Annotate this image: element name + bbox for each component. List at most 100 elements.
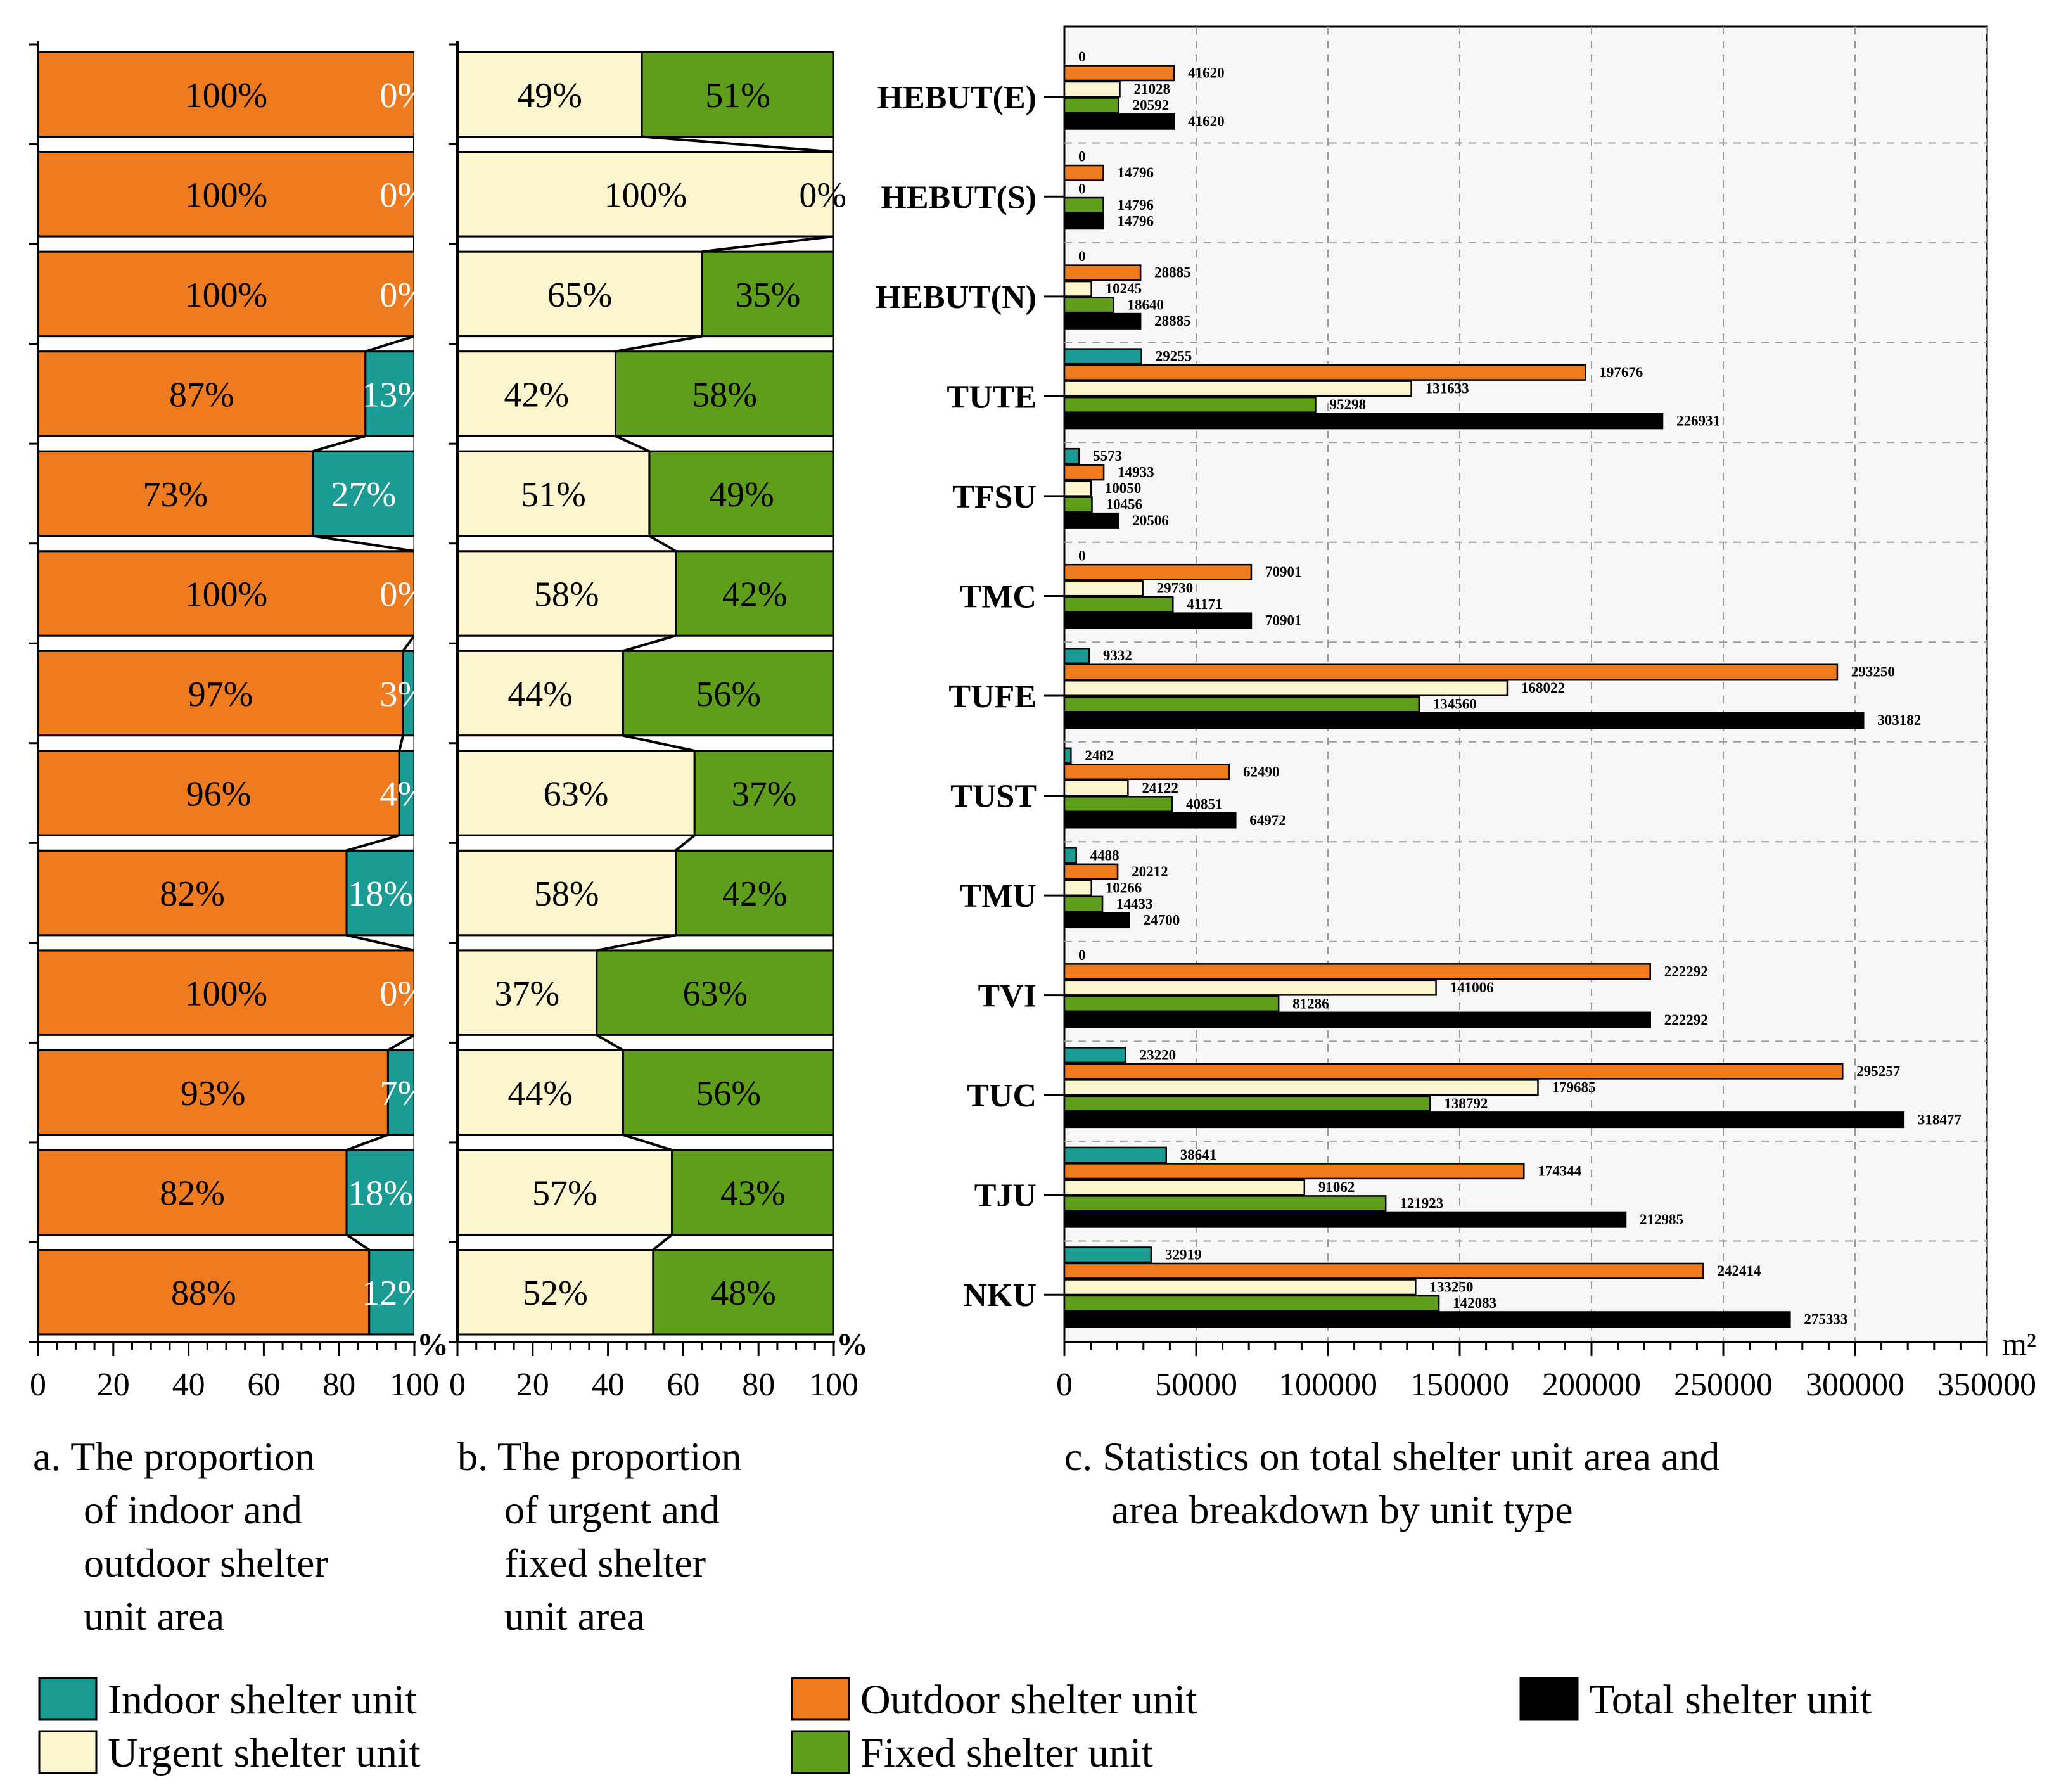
b-bar-right-tmc [675,550,834,637]
a-label-right-hebut-e: 0% [380,76,427,115]
chart-c-bar-fixed-tuc [1063,1095,1431,1112]
a-label-left-tufe: 97% [188,675,253,714]
legend-swatch-fixed [791,1730,850,1774]
a-bar-left-tufe [38,650,404,737]
caption-c-line-1: c. Statistics on total shelter unit area… [1064,1434,1719,1479]
chart-c-bar-indoor-tust [1063,747,1072,764]
a-label-left-tmu: 82% [160,874,225,914]
chart-c-value-urgent-nku: 133250 [1429,1279,1473,1295]
chart-c-category-tmc: TMC [960,579,1037,615]
chart-c-bar-urgent-tvi [1063,979,1437,996]
chart-c-value-outdoor-tvi: 222292 [1664,963,1708,979]
chart-c-value-total-tfsu: 20506 [1132,513,1169,528]
chart-c-category-hebut-n: HEBUT(N) [876,279,1037,316]
legend-label-outdoor: Outdoor shelter unit [860,1677,1197,1723]
a-connector-left-hebut-e [38,136,414,152]
a-connector-line [345,1233,370,1251]
chart-c-value-fixed-tju: 121923 [1400,1195,1443,1211]
chart-c-bar-fixed-hebut-s [1063,196,1104,214]
chart-c-bar-urgent-tfsu [1063,480,1092,497]
chart-b-data-labels: 49% 51% 100% 0% 65% 35% 42% 58% 51% 49% 58% 42% 44% 5… [495,76,846,1313]
chart-c-value-indoor-tju: 38641 [1180,1147,1217,1163]
a-x-tick-label: 20 [97,1367,130,1403]
chart-c-value-outdoor-nku: 242414 [1717,1263,1761,1279]
b-x-tick-label: 60 [667,1367,699,1403]
b-bar-right-tfsu [648,450,834,537]
chart-c-value-urgent-tju: 91062 [1318,1179,1355,1195]
chart-c-bar-fixed-tute [1063,396,1317,413]
chart-c-value-outdoor-hebut-n: 28885 [1154,265,1191,281]
chart-c-bar-urgent-tute [1063,380,1412,397]
chart-c-category-tju: TJU [974,1178,1037,1214]
chart-c-value-outdoor-tmu: 20212 [1132,864,1168,880]
chart-c-category-tuc: TUC [967,1078,1037,1114]
b-bar-right-tufe [622,650,834,737]
chart-c-value-indoor-tust: 2482 [1085,748,1114,764]
chart-c-bar-fixed-nku [1063,1295,1440,1312]
a-label-left-tute: 87% [169,375,234,414]
a-bar-left-hebut-n [38,250,414,338]
chart-c-bar-fixed-tufe [1063,696,1420,713]
chart-c-value-urgent-tute: 131633 [1426,381,1469,397]
a-connector-left-tuc [38,1134,388,1150]
chart-c-x-tick-label: 300000 [1806,1367,1904,1403]
chart-c-bar-outdoor-hebut-s [1063,164,1104,181]
chart-c-category-hebut-s: HEBUT(S) [881,179,1037,215]
chart-c-value-total-hebut-n: 28885 [1154,313,1191,329]
legend-swatch-urgent [38,1730,98,1774]
chart-c-bar-outdoor-hebut-e [1063,65,1175,82]
a-bar-right-tfsu [312,450,414,537]
chart-c-bar-total-tute [1063,413,1664,430]
a-label-right-tufe: 3% [380,675,427,714]
a-bar-left-nku [38,1248,371,1336]
chart-c-x-axis: 0 50000 100000 150000 200000 250000 300000 3500… [1056,1341,2036,1403]
chart-c-axis-unit: m² [2002,1326,2036,1362]
legend-label-total: Total shelter unit [1589,1677,1872,1723]
chart-c-x-tick-label: 150000 [1410,1367,1509,1403]
chart-c-bar-total-nku [1063,1311,1791,1328]
b-label-left-hebut-s: 100% [604,176,687,215]
b-label-right-tfsu: 49% [709,475,774,515]
b-connector-line [596,933,676,952]
caption-b-line-1: b. The proportion [457,1434,742,1479]
a-bar-right-tute [364,350,414,437]
a-label-left-tfsu: 73% [143,475,208,515]
b-label-left-tuc: 44% [507,1074,573,1113]
chart-c-value-urgent-tufe: 168022 [1521,680,1565,696]
chart-c-value-urgent-tmu: 10266 [1106,880,1142,895]
chart-c-category-tust: TUST [950,779,1037,815]
chart-c-value-urgent-tuc: 179685 [1552,1079,1595,1095]
chart-c-value-indoor-tvi: 0 [1078,947,1086,963]
b-x-tick-label: 100 [809,1367,858,1403]
chart-c-x-tick-label: 350000 [1937,1367,2036,1403]
b-connector-line [652,1233,673,1251]
b-label-left-hebut-e: 49% [517,76,582,115]
a-x-tick-label: 40 [172,1367,205,1403]
chart-c-value-fixed-hebut-e: 20592 [1133,98,1170,113]
b-connector-left-hebut-e [457,136,834,152]
a-label-left-tmc: 100% [185,575,268,614]
chart-c-bar-outdoor-tju [1063,1163,1525,1180]
b-connector-line [675,834,696,852]
chart-c-bar-outdoor-tmu [1063,863,1119,880]
b-label-left-tju: 57% [532,1174,597,1213]
chart-c-bar-fixed-tmu [1063,895,1104,912]
a-connector-line [387,1034,414,1052]
chart-a-axis-unit: % [417,1326,449,1362]
chart-c-x-tick-label: 250000 [1674,1367,1773,1403]
caption-a-line-2: of indoor and [84,1487,302,1532]
chart-c-value-urgent-hebut-e: 21028 [1133,81,1170,97]
chart-c-x-tick-label: 0 [1056,1367,1073,1403]
chart-c-value-outdoor-tute: 197676 [1599,364,1643,380]
chart-c-value-indoor-tfsu: 5573 [1093,448,1122,464]
chart-c-value-fixed-tuc: 138792 [1444,1096,1488,1111]
chart-c-bar-urgent-tju [1063,1179,1306,1196]
chart-c-value-fixed-nku: 142083 [1453,1295,1496,1311]
b-connector-line [622,734,695,752]
a-connector-right-tuc [347,1134,414,1150]
chart-c-bar-fixed-hebut-e [1063,97,1119,114]
chart-c-bar-total-tvi [1063,1011,1651,1028]
b-label-right-tust: 37% [732,775,797,814]
chart-c-bar-outdoor-tufe [1063,663,1839,681]
